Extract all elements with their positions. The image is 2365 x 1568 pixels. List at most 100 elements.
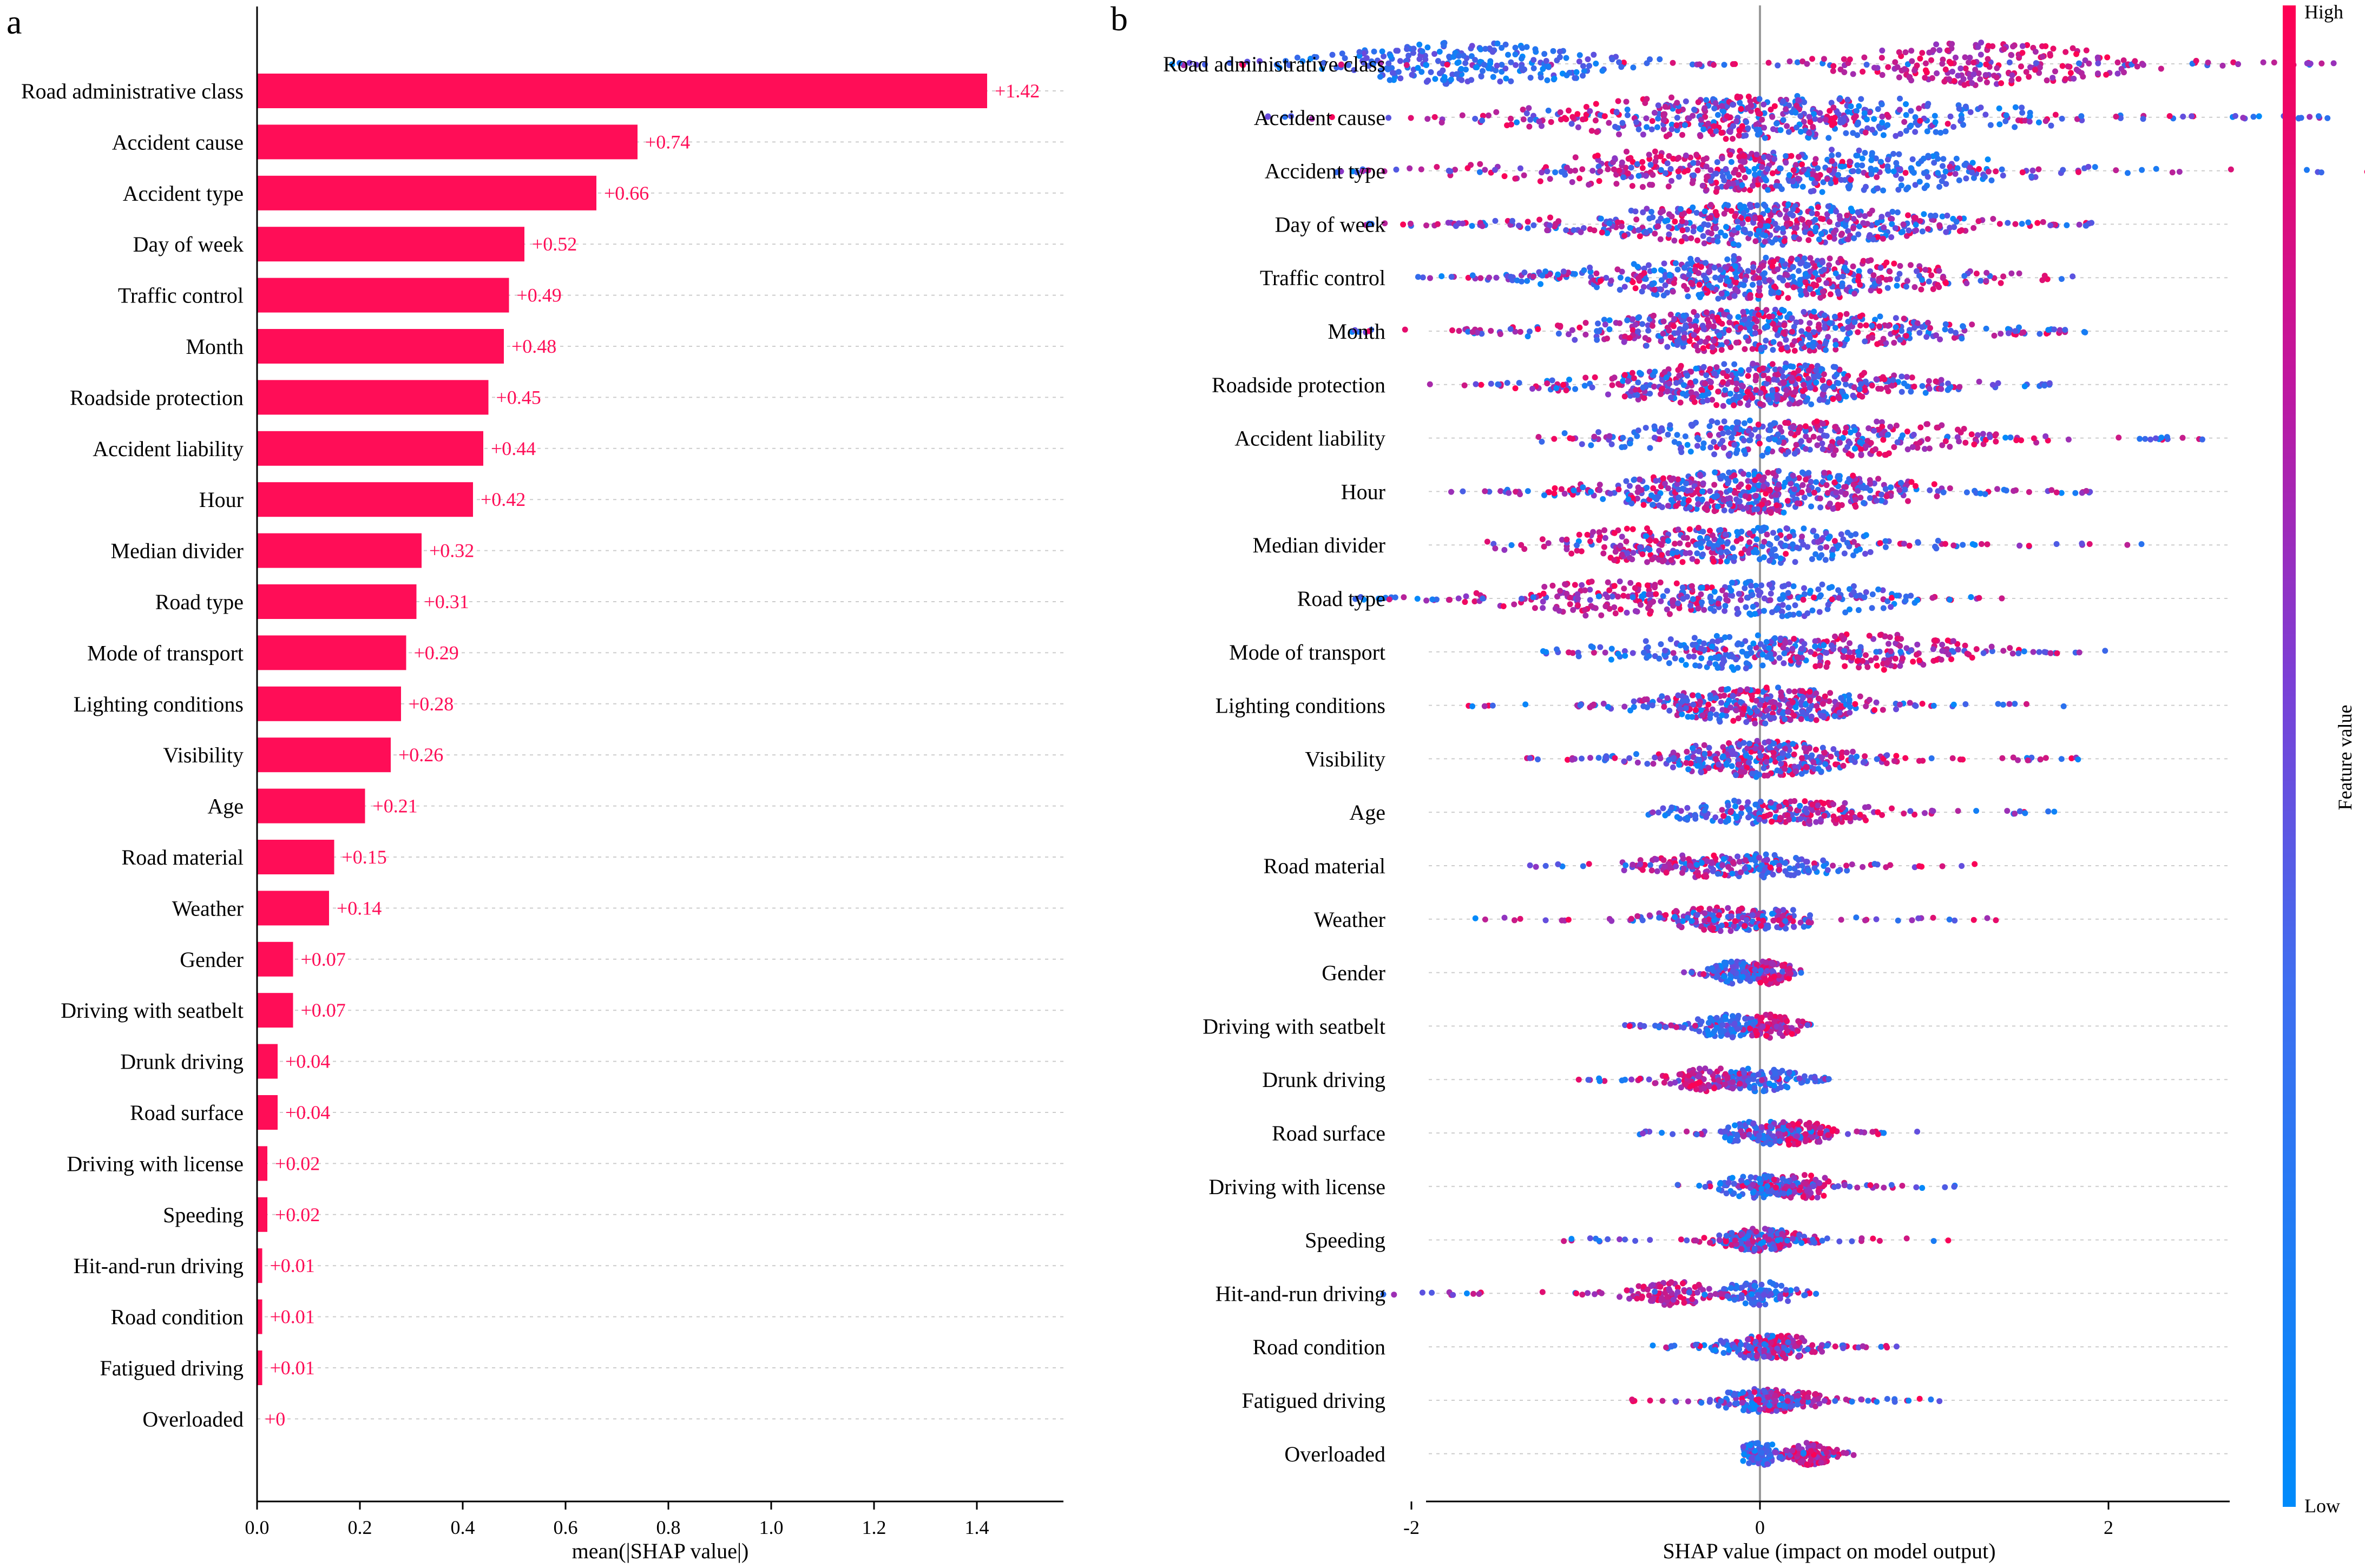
- shap-point: [1745, 268, 1751, 274]
- shap-point: [1808, 401, 1815, 407]
- shap-point: [1884, 285, 1891, 291]
- shap-point: [1841, 550, 1848, 557]
- shap-point: [1856, 147, 1862, 154]
- shap-point: [2260, 59, 2267, 65]
- category-label: Hour: [199, 487, 244, 512]
- shap-point: [1908, 388, 1914, 395]
- shap-point: [1556, 48, 1563, 55]
- shap-point: [1973, 271, 1980, 277]
- shap-point: [1892, 59, 1898, 65]
- shap-point: [1850, 392, 1856, 399]
- bar: [257, 124, 638, 160]
- shap-point: [1792, 109, 1799, 116]
- shap-point: [1900, 221, 1907, 228]
- shap-point: [1859, 393, 1865, 400]
- shap-point: [1599, 229, 1605, 236]
- shap-point: [1908, 479, 1915, 485]
- shap-point: [1434, 163, 1440, 170]
- shap-point: [1921, 170, 1927, 176]
- shap-point: [1894, 64, 1901, 70]
- shap-point: [1516, 380, 1522, 386]
- shap-point: [2081, 329, 2087, 335]
- shap-point: [1630, 64, 1637, 71]
- bar: [257, 635, 406, 670]
- shap-point: [2053, 489, 2060, 496]
- shap-point: [1700, 480, 1706, 486]
- shap-point: [1835, 221, 1841, 228]
- shap-point: [1628, 500, 1635, 506]
- shap-point: [1593, 60, 1599, 67]
- shap-point: [1874, 185, 1881, 192]
- shap-point: [1952, 170, 1959, 177]
- shap-point: [1438, 120, 1445, 126]
- shap-point: [1678, 449, 1685, 456]
- shap-point: [1616, 59, 1622, 65]
- shap-point: [1882, 544, 1889, 550]
- shap-point: [1703, 260, 1709, 266]
- shap-point: [1828, 100, 1835, 106]
- shap-point: [1743, 394, 1749, 401]
- shap-point: [1696, 61, 1703, 68]
- shap-point: [1959, 116, 1965, 122]
- shap-point: [2079, 540, 2085, 546]
- bar: [257, 329, 504, 364]
- shap-point: [1783, 153, 1789, 159]
- shap-point: [1850, 472, 1856, 479]
- shap-point: [1773, 182, 1779, 189]
- shap-point: [2019, 221, 2025, 227]
- category-label: Drunk driving: [120, 1050, 244, 1074]
- shap-point: [1699, 488, 1706, 495]
- shap-point: [1620, 378, 1626, 384]
- shap-point: [1643, 276, 1649, 282]
- shap-point: [2001, 46, 2007, 52]
- shap-point: [1286, 62, 1292, 69]
- shap-point: [1469, 272, 1476, 279]
- shap-point: [1932, 213, 1939, 219]
- shap-point: [1939, 422, 1945, 429]
- shap-point: [1791, 486, 1798, 492]
- shap-point: [1576, 531, 1582, 538]
- shap-point: [1580, 484, 1586, 491]
- shap-point: [1671, 323, 1677, 330]
- shap-point: [1608, 441, 1615, 447]
- shap-point: [1921, 211, 1927, 218]
- shap-point: [1385, 60, 1392, 67]
- category-label: Road surface: [130, 1101, 244, 1125]
- value-label: +0.07: [301, 999, 346, 1021]
- shap-point: [1745, 373, 1751, 379]
- shap-point: [1707, 167, 1714, 173]
- shap-point: [1311, 54, 1318, 60]
- shap-point: [1985, 156, 1991, 163]
- shap-point: [1981, 174, 1988, 180]
- shap-point: [1582, 374, 1589, 381]
- shap-point: [2048, 122, 2054, 129]
- shap-point: [1879, 72, 1886, 78]
- shap-point: [1764, 166, 1771, 172]
- shap-point: [1713, 128, 1719, 134]
- shap-point: [1777, 341, 1783, 347]
- shap-point: [1823, 347, 1829, 353]
- shap-point: [1568, 121, 1575, 127]
- shap-point: [1628, 164, 1634, 171]
- shap-point: [1821, 56, 1828, 62]
- shap-point: [1561, 115, 1568, 121]
- shap-point: [1923, 334, 1930, 340]
- shap-point: [1435, 58, 1441, 64]
- category-label: Weather: [172, 896, 244, 920]
- shap-point: [1815, 372, 1821, 379]
- shap-point: [1477, 46, 1484, 52]
- shap-point: [1879, 47, 1886, 54]
- shap-point: [1495, 381, 1502, 388]
- shap-point: [2166, 113, 2173, 119]
- shap-point: [1680, 500, 1686, 506]
- shap-point: [1931, 481, 1937, 487]
- shap-point: [1422, 52, 1428, 59]
- shap-point: [1481, 61, 1487, 68]
- shap-point: [1737, 400, 1743, 406]
- shap-point: [1651, 287, 1658, 293]
- shap-point: [1666, 211, 1672, 218]
- shap-point: [2232, 113, 2238, 119]
- shap-point: [1707, 215, 1714, 221]
- shap-point: [1790, 424, 1796, 431]
- shap-point: [1903, 186, 1910, 193]
